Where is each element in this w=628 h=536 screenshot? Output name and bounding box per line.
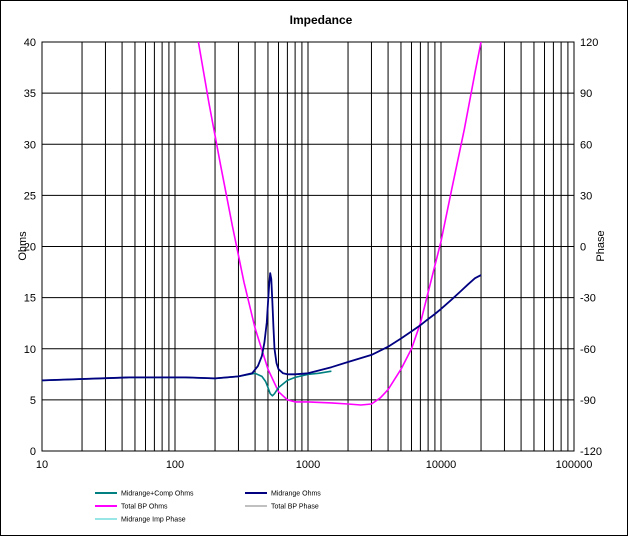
y2-axis-label: Phase [595,230,607,261]
y-tick-label: 10 [24,344,36,356]
y2-tick-label: -30 [580,293,596,305]
y-tick-label: 5 [30,395,36,407]
y2-tick-label: -120 [580,446,602,458]
series-line-total-bp-ohms [197,41,482,406]
x-tick-label: 100 [166,459,184,471]
legend-label: Midrange+Comp Ohms [121,491,194,498]
y-tick-label: 15 [24,293,36,305]
gridlines [41,41,574,452]
chart-title: Impedance [290,13,353,27]
series-layer [41,41,482,406]
y-tick-label: 35 [24,88,36,100]
y2-tick-label: 120 [580,37,598,49]
y-tick-label: 30 [24,139,36,151]
tick-labels: 10 100 1000 10000 100000 0 5 10 15 20 25 30 35 40 -120… [24,37,602,471]
y2-tick-label: -90 [580,395,596,407]
y-tick-label: 0 [30,446,36,458]
y2-tick-label: 60 [580,139,592,151]
y2-tick-label: 30 [580,190,592,202]
x-tick-label: 100000 [556,459,593,471]
y2-tick-label: -60 [580,344,596,356]
x-tick-label: 10 [36,459,48,471]
legend-label: Total BP Phase [271,504,319,511]
legend-label: Midrange Ohms [271,491,321,498]
legend-label: Total BP Ohms [121,504,168,511]
plot-area [41,41,575,452]
y-axis-label: Ohms [17,231,29,261]
y2-tick-label: 90 [580,88,592,100]
y-tick-label: 40 [24,37,36,49]
y-tick-label: 25 [24,190,36,202]
x-tick-label: 10000 [426,459,457,471]
y2-tick-label: 0 [580,242,586,254]
series-line-midrange-ohms [41,272,482,382]
x-tick-label: 1000 [296,459,320,471]
legend-label: Midrange Imp Phase [121,517,186,524]
y-tick-label: 20 [24,242,36,254]
legend: Midrange+Comp Ohms Midrange Ohms Total BP … [95,491,321,524]
